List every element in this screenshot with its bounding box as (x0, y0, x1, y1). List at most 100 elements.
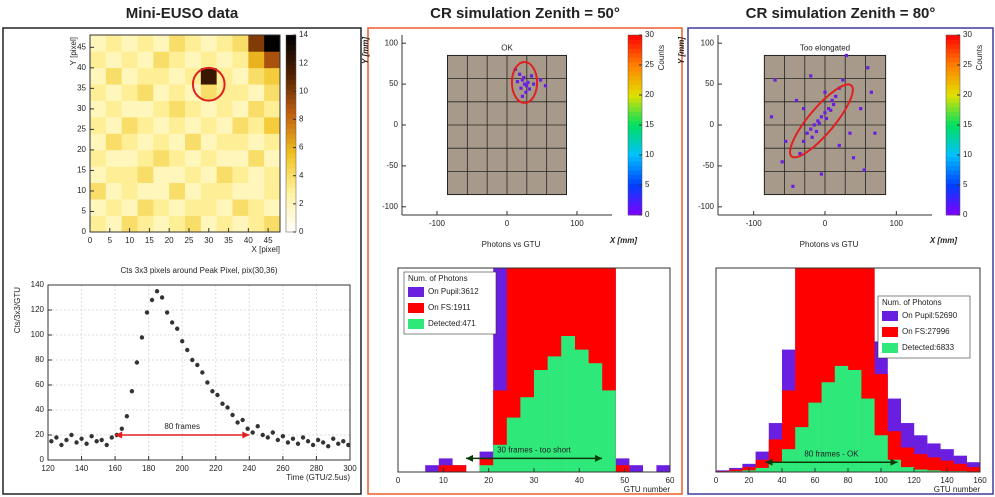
heatmap-cell (106, 68, 122, 85)
heatmap-cell (122, 84, 138, 101)
point (125, 414, 129, 418)
colorbar-label: 25 (645, 60, 654, 69)
colorbar-label: 5 (645, 180, 650, 189)
point (175, 327, 179, 331)
heatmap-cell (138, 216, 154, 233)
heatmap-cell (106, 84, 122, 101)
x-axis-label: Time (GTU/2.5us) (286, 473, 350, 482)
point (64, 438, 68, 442)
y-axis-label: Y [mm] (677, 37, 686, 64)
heatmap-cell (90, 150, 106, 167)
point (205, 380, 209, 384)
x-tick-label: 120 (907, 476, 921, 485)
colorbar-step (946, 44, 960, 49)
colorbar-step (946, 58, 960, 63)
point (69, 433, 73, 437)
point (516, 80, 519, 83)
arrow-head (242, 432, 249, 439)
colorbar-step (286, 40, 296, 45)
histogram-bar (967, 467, 980, 472)
y-tick-label: 140 (31, 280, 45, 289)
plot-frame (48, 285, 350, 460)
heatmap-cell (264, 51, 280, 68)
y-tick-label: 100 (385, 38, 399, 47)
point (105, 443, 109, 447)
y-tick-label: 40 (77, 63, 86, 72)
point (863, 168, 866, 171)
colorbar-step (286, 193, 296, 198)
histogram-bar (901, 467, 914, 472)
colorbar-label: 0 (645, 210, 650, 219)
point (276, 438, 280, 442)
y-tick-label: 20 (35, 430, 44, 439)
point (519, 87, 522, 90)
point (823, 91, 826, 94)
colorbar-label: 30 (963, 30, 972, 39)
x-tick-label: 120 (41, 464, 55, 473)
heatmap-cell (201, 101, 217, 118)
y-tick-label: 80 (35, 355, 44, 364)
point (791, 185, 794, 188)
y-tick-label: 20 (77, 145, 86, 154)
colorbar-step (628, 193, 642, 198)
point (539, 78, 542, 81)
colorbar-step (946, 197, 960, 202)
heatmap-cell (264, 117, 280, 134)
point (210, 389, 214, 393)
x-tick-label: 5 (108, 236, 113, 245)
colorbar-step (286, 129, 296, 134)
legend-label: On Pupil:3612 (428, 287, 479, 296)
heatmap-cell (201, 199, 217, 216)
point (522, 76, 525, 79)
histogram-bar (782, 449, 795, 472)
heatmap-cell (122, 117, 138, 134)
colorbar-step (286, 79, 296, 84)
colorbar-label: 10 (963, 150, 972, 159)
point (813, 123, 816, 126)
histogram-bar (954, 464, 967, 472)
point (525, 84, 528, 87)
heatmap-cell (153, 134, 169, 151)
y-tick-label: 120 (31, 305, 45, 314)
heatmap-cell (169, 84, 185, 101)
colorbar-step (628, 112, 642, 117)
panel-heading: CR simulation Zenith = 80° (746, 5, 936, 22)
heatmap-cell (169, 101, 185, 118)
point (271, 430, 275, 434)
heatmap-cell (217, 166, 233, 183)
point (802, 140, 805, 143)
colorbar-step (286, 89, 296, 94)
heatmap-cell (169, 117, 185, 134)
point (806, 132, 809, 135)
colorbar-step (946, 152, 960, 157)
heatmap-cell (122, 150, 138, 167)
heatmap-cell (138, 35, 154, 52)
heatmap-cell (122, 134, 138, 151)
heatmap-cell (122, 166, 138, 183)
point (200, 370, 204, 374)
colorbar-step (628, 134, 642, 139)
heatmap-cell (90, 216, 106, 233)
histogram-bar (439, 465, 453, 472)
x-tick-label: 10 (439, 476, 448, 485)
heatmap-cell (264, 84, 280, 101)
point (848, 132, 851, 135)
colorbar-step (286, 35, 296, 40)
point (230, 413, 234, 417)
y-tick-label: 10 (77, 186, 86, 195)
heatmap-cell (248, 134, 264, 151)
x-tick-label: 0 (714, 476, 719, 485)
y-tick-label: 50 (389, 79, 398, 88)
heatmap-cell (233, 150, 249, 167)
colorbar-step (628, 202, 642, 207)
heatmap-cell (264, 183, 280, 200)
colorbar-step (946, 94, 960, 99)
y-tick-label: 100 (31, 330, 45, 339)
y-tick-label: -100 (382, 202, 399, 211)
heatmap-cell (185, 134, 201, 151)
chart: -1000100-100-50050100X [mm]Y [mm]OKPhoto… (361, 30, 666, 249)
heatmap-cell (138, 101, 154, 118)
heatmap-cell (122, 68, 138, 85)
point (341, 439, 345, 443)
heatmap-cell (233, 166, 249, 183)
